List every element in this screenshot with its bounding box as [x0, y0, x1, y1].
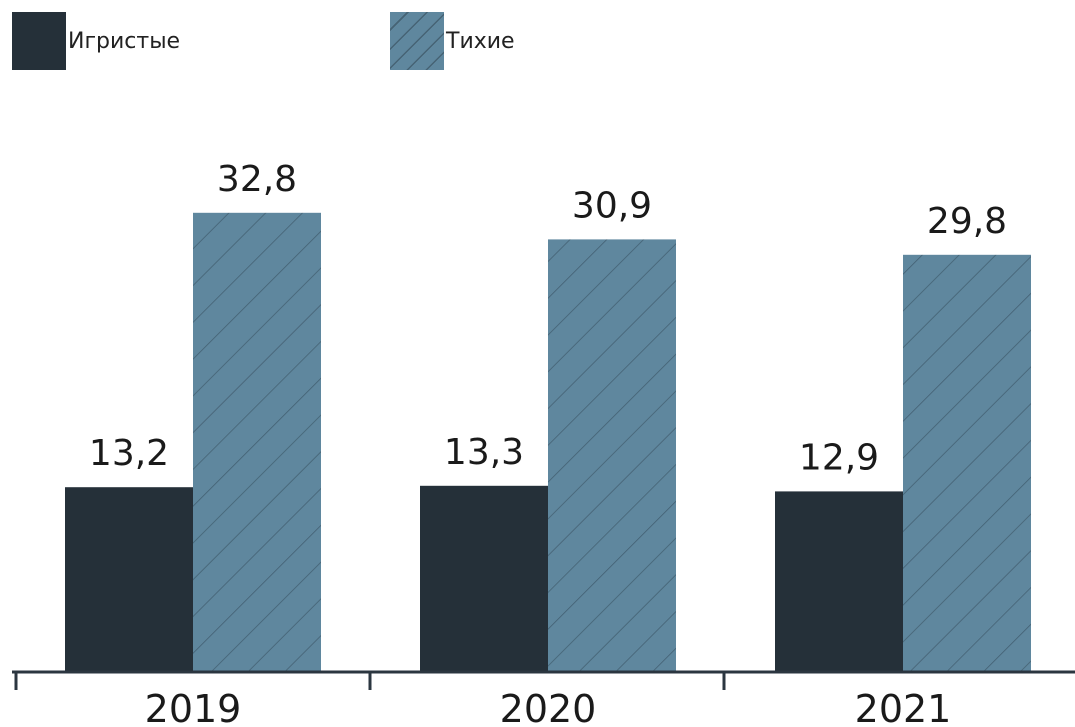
- bar-2021-series-0: [775, 491, 903, 672]
- bar-2019-series-0: [65, 487, 193, 672]
- x-tick-label-2019: 2019: [145, 687, 242, 727]
- legend-item-0: Игристые: [12, 12, 180, 70]
- data-label-2019-series-1: 32,8: [217, 159, 297, 200]
- legend-swatch-0: [12, 12, 66, 70]
- bar-2019-series-1: [193, 212, 321, 673]
- data-label-2021-series-1: 29,8: [927, 201, 1007, 242]
- bar-2020-series-0: [420, 485, 548, 672]
- data-label-2020-series-1: 30,9: [572, 185, 652, 226]
- x-tick-label-2020: 2020: [500, 687, 597, 727]
- legend-label-1: Тихие: [446, 28, 515, 54]
- bar-2021-series-1: [903, 254, 1031, 673]
- legend-swatch-1: [390, 12, 444, 70]
- legend-label-0: Игристые: [68, 28, 181, 54]
- data-label-2021-series-0: 12,9: [799, 437, 879, 478]
- data-label-2019-series-0: 13,2: [89, 433, 169, 474]
- legend-item-1: Тихие: [390, 12, 515, 70]
- bar-2020-series-1: [548, 239, 676, 672]
- data-label-2020-series-0: 13,3: [444, 432, 524, 473]
- x-tick-label-2021: 2021: [855, 687, 952, 727]
